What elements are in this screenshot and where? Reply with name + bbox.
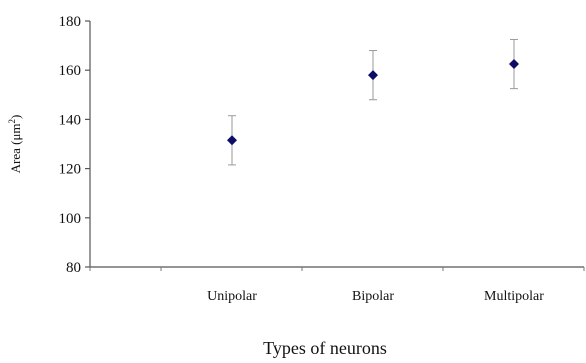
y-tick-label: 140	[59, 112, 82, 128]
x-ticks: Unipolar Bipolar Multipolar	[89, 267, 585, 304]
y-ticks: 80 100 120 140 160 180	[59, 14, 90, 276]
x-tick-label: Multipolar	[484, 289, 544, 304]
x-tick-label: Bipolar	[352, 289, 394, 304]
data-point-multipolar	[509, 38, 519, 90]
x-axis-title: Types of neurons	[263, 338, 387, 358]
y-tick-label: 100	[59, 211, 82, 227]
y-tick-label: 160	[59, 63, 82, 79]
y-tick-label: 80	[66, 260, 81, 276]
y-tick-label: 120	[59, 162, 82, 178]
x-tick-label: Unipolar	[207, 289, 257, 304]
y-axis-title-close: )	[8, 115, 23, 119]
data-point-unipolar	[227, 115, 237, 166]
diamond-marker	[509, 59, 519, 70]
data-point-bipolar	[368, 50, 378, 101]
axes	[89, 21, 584, 268]
y-tick-label: 180	[59, 14, 82, 30]
data-marks	[227, 38, 519, 166]
diamond-marker	[368, 70, 378, 81]
y-axis-title-main: Area (μm	[8, 123, 23, 173]
y-axis-title: Area (μm2)	[7, 115, 23, 174]
y-axis-title-sup: 2	[7, 119, 17, 124]
diamond-marker	[227, 135, 237, 146]
